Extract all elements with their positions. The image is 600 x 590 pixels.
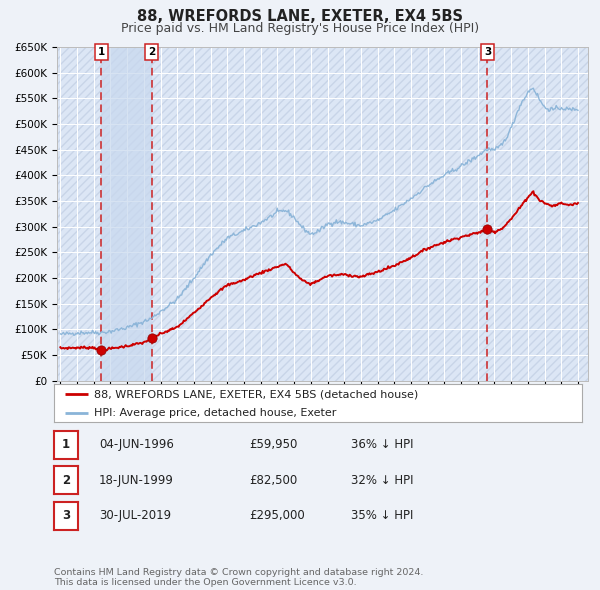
Text: HPI: Average price, detached house, Exeter: HPI: Average price, detached house, Exet…	[94, 408, 336, 418]
Point	[147, 333, 157, 343]
Text: 36% ↓ HPI: 36% ↓ HPI	[351, 438, 413, 451]
Text: 04-JUN-1996: 04-JUN-1996	[99, 438, 174, 451]
Text: 88, WREFORDS LANE, EXETER, EX4 5BS (detached house): 88, WREFORDS LANE, EXETER, EX4 5BS (deta…	[94, 389, 418, 399]
Text: 35% ↓ HPI: 35% ↓ HPI	[351, 509, 413, 522]
Text: £82,500: £82,500	[249, 474, 297, 487]
Bar	[101, 47, 152, 381]
Text: £295,000: £295,000	[249, 509, 305, 522]
Text: 2: 2	[62, 474, 70, 487]
Text: 18-JUN-1999: 18-JUN-1999	[99, 474, 174, 487]
Text: 32% ↓ HPI: 32% ↓ HPI	[351, 474, 413, 487]
Text: 2: 2	[148, 47, 155, 57]
Point	[482, 225, 492, 234]
Text: 88, WREFORDS LANE, EXETER, EX4 5BS: 88, WREFORDS LANE, EXETER, EX4 5BS	[137, 9, 463, 24]
Text: Price paid vs. HM Land Registry's House Price Index (HPI): Price paid vs. HM Land Registry's House …	[121, 22, 479, 35]
Text: 1: 1	[97, 47, 105, 57]
Text: 1: 1	[62, 438, 70, 451]
Point	[96, 345, 106, 355]
Text: £59,950: £59,950	[249, 438, 298, 451]
Text: Contains HM Land Registry data © Crown copyright and database right 2024.
This d: Contains HM Land Registry data © Crown c…	[54, 568, 424, 587]
Text: 30-JUL-2019: 30-JUL-2019	[99, 509, 171, 522]
Text: 3: 3	[484, 47, 491, 57]
Text: 3: 3	[62, 509, 70, 522]
